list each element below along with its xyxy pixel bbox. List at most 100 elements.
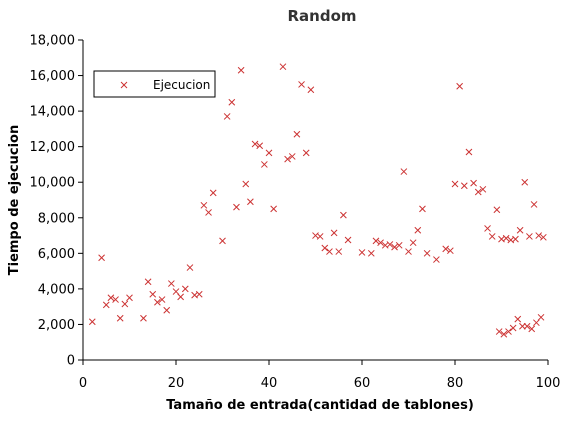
data-point — [395, 241, 403, 249]
data-point — [409, 239, 417, 247]
data-point — [279, 63, 287, 71]
data-point — [112, 296, 119, 303]
data-point — [107, 294, 115, 302]
data-point — [502, 234, 510, 242]
data-point — [479, 185, 487, 193]
y-axis-ticks: 0 2,000 4,000 6,000 8,000 10,000 12,000 14,000 1… — [30, 34, 83, 369]
data-point — [372, 237, 380, 245]
data-point — [391, 243, 398, 251]
data-point — [102, 301, 110, 309]
data-point — [340, 211, 347, 219]
x-tick-label: 80 — [447, 376, 464, 391]
y-tick-label: 0 — [67, 354, 75, 369]
data-point — [386, 241, 394, 248]
data-point — [284, 155, 291, 163]
data-point — [451, 180, 459, 188]
x-tick-label: 40 — [261, 376, 278, 391]
data-point — [344, 236, 352, 244]
data-points — [88, 63, 547, 338]
data-point — [326, 248, 333, 255]
y-tick-label: 2,000 — [38, 318, 75, 333]
data-point — [163, 306, 171, 314]
data-point — [456, 82, 464, 90]
data-point — [242, 180, 250, 188]
data-point — [121, 300, 129, 308]
data-point — [260, 161, 268, 168]
x-axis-ticks: 0 20 40 60 80 100 — [79, 360, 560, 391]
data-point — [116, 314, 124, 322]
data-point — [98, 254, 105, 262]
data-point — [181, 285, 189, 293]
data-point — [140, 314, 147, 322]
data-point — [367, 249, 375, 257]
x-tick-label: 0 — [79, 376, 87, 391]
data-point — [177, 293, 185, 301]
data-point — [521, 178, 529, 186]
data-point — [330, 229, 338, 237]
data-point — [484, 225, 491, 232]
data-point — [298, 81, 305, 88]
data-point — [493, 206, 501, 214]
data-point — [126, 294, 133, 302]
data-point — [470, 179, 477, 187]
y-axis-label: Tiempo de ejecucion — [7, 125, 22, 276]
data-point — [512, 235, 519, 243]
data-point — [405, 248, 412, 255]
data-point — [530, 201, 538, 208]
data-point — [358, 249, 366, 256]
data-point — [302, 149, 310, 157]
x-tick-label: 20 — [168, 376, 185, 391]
data-point — [474, 188, 482, 196]
y-tick-label: 6,000 — [38, 247, 75, 262]
data-point — [167, 280, 175, 287]
data-point — [535, 232, 543, 239]
data-point — [223, 113, 231, 120]
data-point — [316, 233, 324, 240]
data-point — [288, 153, 296, 160]
chart-title: Random — [287, 7, 356, 25]
data-point — [514, 315, 522, 323]
legend-marker-icon — [120, 81, 128, 89]
y-tick-label: 10,000 — [30, 176, 76, 191]
data-point — [321, 244, 329, 252]
legend-box — [93, 70, 216, 98]
data-point — [228, 98, 236, 106]
legend-marker-cross — [120, 81, 128, 89]
y-tick-label: 12,000 — [30, 140, 76, 155]
data-point — [537, 313, 545, 321]
data-point — [528, 325, 536, 333]
data-point — [523, 322, 531, 330]
x-tick-label: 60 — [354, 376, 371, 391]
data-point — [219, 237, 226, 245]
data-point — [400, 168, 408, 175]
x-axis-label: Tamaño de entrada(cantidad de tablones) — [166, 398, 474, 413]
data-point — [265, 149, 273, 157]
data-point — [200, 201, 208, 209]
data-point — [495, 328, 503, 335]
y-tick-label: 14,000 — [30, 105, 76, 120]
data-point — [233, 203, 240, 211]
data-point — [446, 247, 454, 255]
data-point — [377, 239, 384, 247]
data-point — [526, 233, 533, 240]
data-point — [460, 182, 468, 190]
data-point — [186, 264, 194, 271]
data-point — [247, 198, 254, 206]
data-point — [500, 330, 508, 338]
data-point — [293, 130, 301, 138]
legend: Ejecucion — [93, 70, 216, 98]
data-point — [423, 249, 431, 257]
data-point — [509, 324, 517, 332]
data-point — [505, 328, 512, 335]
data-point — [414, 226, 422, 234]
data-point — [195, 290, 203, 298]
data-point — [335, 248, 343, 255]
data-point — [158, 296, 166, 303]
data-point — [433, 256, 440, 263]
data-point — [144, 278, 152, 286]
data-point — [270, 205, 278, 213]
y-tick-label: 8,000 — [38, 211, 75, 226]
data-point — [154, 298, 161, 306]
data-point — [488, 233, 496, 240]
